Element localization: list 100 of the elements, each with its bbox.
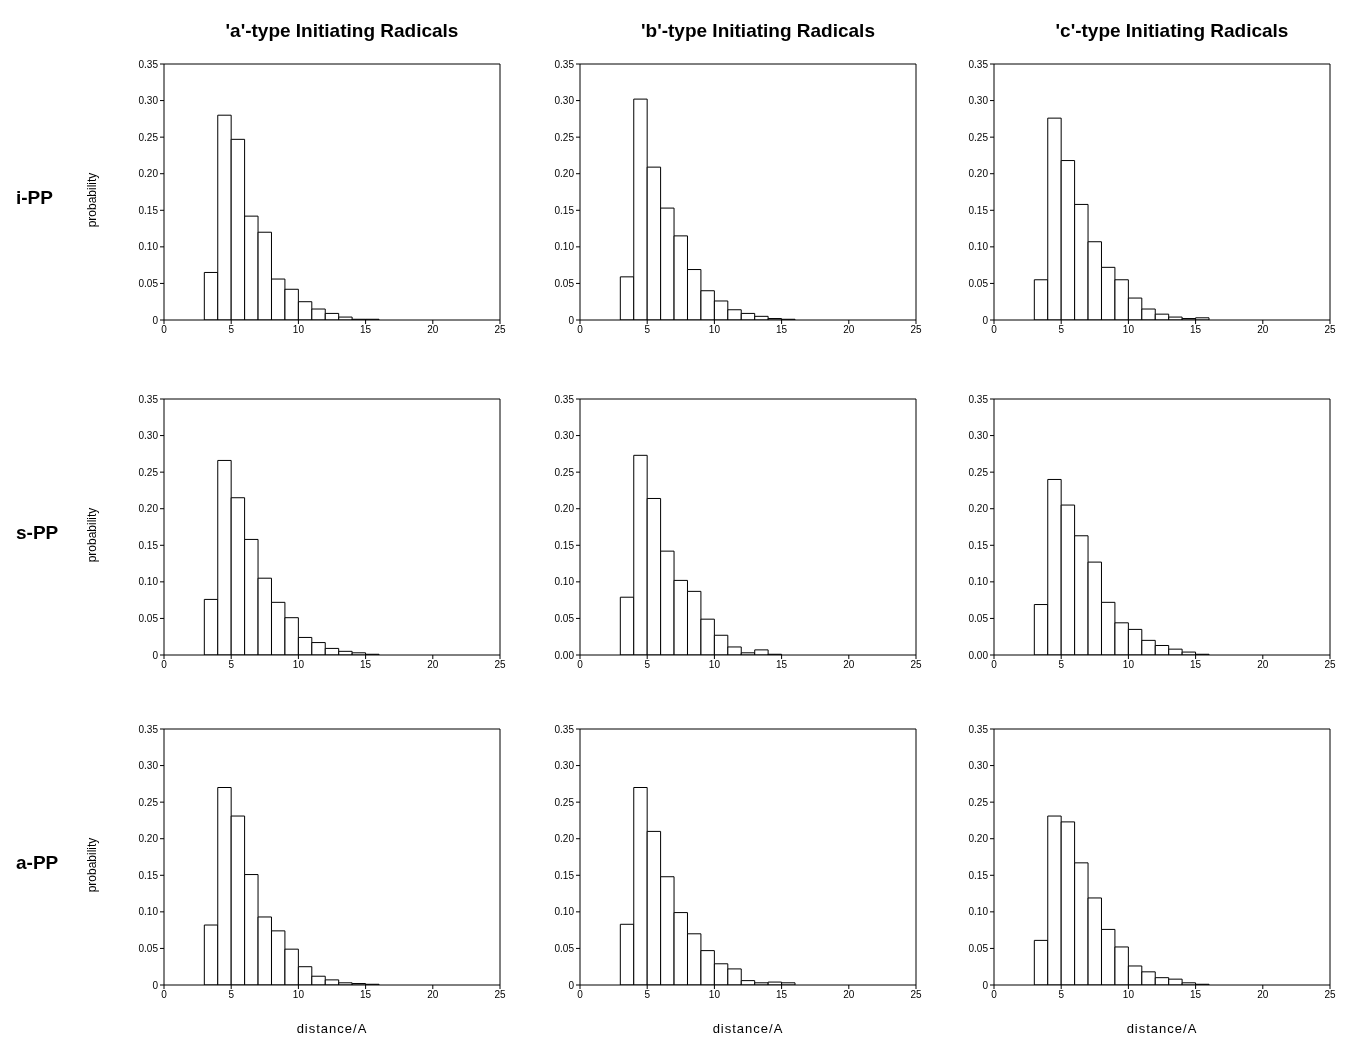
x-tick-label: 10 — [708, 324, 721, 336]
y-axis-title: probability — [85, 506, 99, 565]
y-tick-label: 0.25 — [138, 131, 159, 143]
y-tick-label: 0 — [982, 979, 989, 991]
y-tick-label: 0.15 — [554, 204, 575, 216]
y-tick-label: 0.15 — [968, 539, 989, 551]
x-tick-label: 25 — [1324, 324, 1336, 336]
x-axis-title: distance/A — [1125, 1021, 1199, 1036]
x-tick-label: 5 — [228, 659, 235, 671]
x-tick-label: 20 — [1257, 989, 1269, 1001]
x-tick-label: 15 — [776, 659, 788, 671]
x-tick-label: 5 — [644, 989, 651, 1001]
x-tick-label: 25 — [1324, 659, 1336, 671]
y-tick-label: 0 — [152, 979, 159, 991]
y-tick-label: 0.10 — [138, 241, 159, 253]
x-tick-label: 10 — [708, 659, 721, 671]
y-axis-title: probability — [85, 836, 99, 895]
x-tick-label: 20 — [1257, 324, 1269, 336]
x-tick-label: 25 — [910, 324, 922, 336]
x-tick-label: 10 — [1122, 324, 1135, 336]
y-tick-label: 0.25 — [968, 131, 989, 143]
y-tick-label: 0.05 — [968, 942, 989, 954]
y-tick-label: 0.20 — [554, 168, 575, 180]
y-tick-label: 0 — [152, 649, 159, 661]
y-tick-label: 0.20 — [554, 503, 575, 515]
y-tick-label: 0.25 — [554, 466, 575, 478]
x-tick-label: 10 — [292, 989, 305, 1001]
y-tick-label: 0.35 — [554, 723, 575, 735]
y-tick-label: 0.10 — [554, 241, 575, 253]
x-tick-label: 25 — [910, 989, 922, 1001]
x-tick-label: 0 — [991, 989, 998, 1001]
y-tick-label: 0.20 — [968, 833, 989, 845]
y-tick-label: 0.20 — [554, 833, 575, 845]
y-tick-label: 0.10 — [138, 906, 159, 918]
x-tick-label: 0 — [991, 659, 998, 671]
x-tick-label: 15 — [1190, 324, 1202, 336]
chart-title: 'a'-type Initiating Radicals — [224, 20, 460, 42]
x-tick-label: 20 — [843, 659, 855, 671]
y-tick-label: 0.25 — [968, 796, 989, 808]
y-tick-label: 0.05 — [554, 277, 575, 289]
x-axis-title: distance/A — [295, 1021, 369, 1036]
x-tick-label: 0 — [577, 659, 584, 671]
y-tick-label: 0.20 — [138, 503, 159, 515]
x-tick-label: 15 — [776, 324, 788, 336]
y-tick-label: 0.10 — [554, 906, 575, 918]
y-tick-label: 0.20 — [138, 168, 159, 180]
y-tick-label: 0.30 — [138, 760, 159, 772]
x-axis-title: distance/A — [711, 1021, 785, 1036]
y-tick-label: 0.30 — [138, 95, 159, 107]
y-tick-label: 0.30 — [554, 430, 575, 442]
y-tick-label: 0.15 — [968, 204, 989, 216]
y-tick-label: 0.05 — [138, 277, 159, 289]
chart-title: 'b'-type Initiating Radicals — [640, 20, 876, 42]
y-tick-label: 0.25 — [554, 131, 575, 143]
y-tick-label: 0.35 — [968, 393, 989, 405]
x-tick-label: 20 — [427, 659, 439, 671]
x-tick-label: 25 — [1324, 989, 1336, 1001]
x-tick-label: 20 — [427, 989, 439, 1001]
x-tick-label: 10 — [1122, 659, 1135, 671]
y-tick-label: 0.30 — [554, 760, 575, 772]
x-tick-label: 15 — [360, 989, 372, 1001]
y-tick-label: 0.10 — [554, 576, 575, 588]
y-tick-label: 0.25 — [554, 796, 575, 808]
x-tick-label: 20 — [427, 324, 439, 336]
y-tick-label: 0.30 — [554, 95, 575, 107]
y-tick-label: 0 — [152, 314, 159, 326]
x-tick-label: 0 — [577, 989, 584, 1001]
y-tick-label: 0.15 — [138, 869, 159, 881]
y-tick-label: 0.35 — [554, 393, 575, 405]
x-tick-label: 10 — [1122, 989, 1135, 1001]
y-tick-label: 0.35 — [138, 58, 159, 70]
y-tick-label: 0.05 — [968, 612, 989, 624]
x-tick-label: 5 — [644, 324, 651, 336]
y-tick-label: 0.00 — [554, 649, 575, 661]
y-tick-label: 0 — [982, 314, 989, 326]
y-tick-label: 0.10 — [138, 576, 159, 588]
y-tick-label: 0.35 — [968, 723, 989, 735]
x-tick-label: 0 — [991, 324, 998, 336]
y-tick-label: 0.05 — [138, 942, 159, 954]
x-tick-label: 5 — [228, 324, 235, 336]
y-tick-label: 0.10 — [968, 241, 989, 253]
y-tick-label: 0.05 — [554, 942, 575, 954]
y-tick-label: 0.30 — [968, 95, 989, 107]
x-tick-label: 15 — [776, 989, 788, 1001]
x-tick-label: 0 — [161, 324, 168, 336]
y-tick-label: 0.35 — [138, 393, 159, 405]
y-tick-label: 0.10 — [968, 906, 989, 918]
x-tick-label: 20 — [843, 324, 855, 336]
chart-title: 'c'-type Initiating Radicals — [1054, 20, 1290, 42]
y-tick-label: 0.05 — [968, 277, 989, 289]
text: i-PP — [16, 187, 53, 209]
y-tick-label: 0.25 — [138, 796, 159, 808]
y-tick-label: 0.30 — [968, 760, 989, 772]
x-tick-label: 5 — [1058, 659, 1065, 671]
x-tick-label: 0 — [161, 659, 168, 671]
y-tick-label: 0.05 — [138, 612, 159, 624]
x-tick-label: 10 — [708, 989, 721, 1001]
x-tick-label: 5 — [1058, 989, 1065, 1001]
x-tick-label: 0 — [161, 989, 168, 1001]
y-tick-label: 0.35 — [968, 58, 989, 70]
